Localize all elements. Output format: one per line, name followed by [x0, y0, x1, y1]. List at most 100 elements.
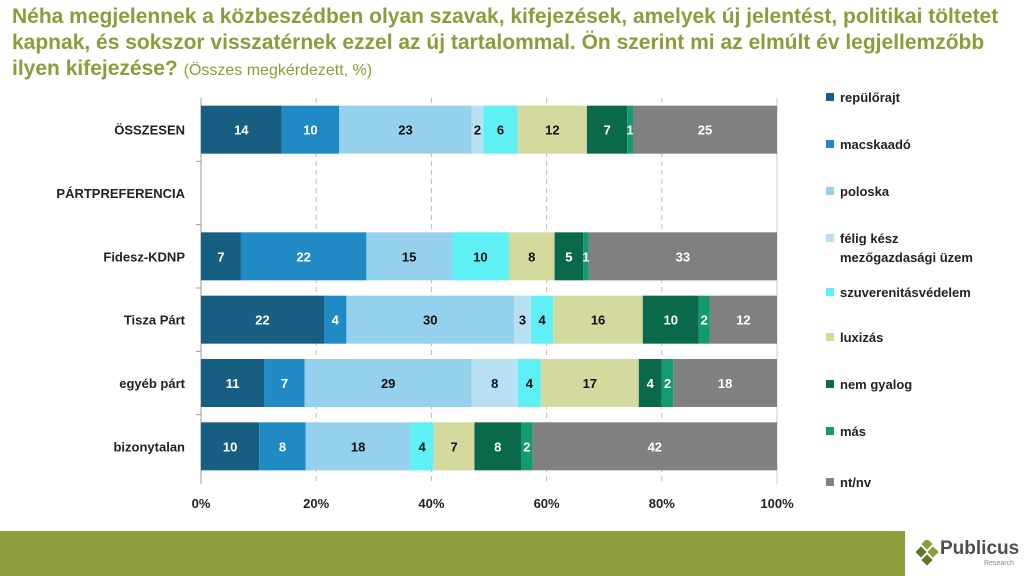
data-label: 2	[701, 313, 708, 328]
x-tick-label: 0%	[192, 496, 211, 511]
category-label: Tisza Párt	[124, 313, 186, 328]
bar-segment	[201, 359, 265, 407]
data-label: 12	[736, 313, 750, 328]
data-label: 22	[296, 249, 310, 264]
data-label: 4	[539, 313, 547, 328]
data-label: 2	[664, 376, 671, 391]
x-tick-label: 20%	[303, 496, 329, 511]
data-label: 4	[332, 313, 340, 328]
chart-title: Néha megjelennek a közbeszédben olyan sz…	[12, 5, 999, 80]
bar-segment	[508, 232, 555, 281]
bar-segment	[471, 359, 518, 407]
data-label: 6	[497, 123, 504, 138]
bar-segment	[553, 295, 643, 344]
bar-segment	[709, 295, 777, 344]
bar-segment	[471, 105, 484, 154]
data-label: 17	[583, 376, 597, 391]
legend-swatch	[826, 427, 834, 435]
bar-segment	[324, 295, 347, 344]
legend-swatch	[826, 333, 834, 341]
data-label: 16	[591, 313, 605, 328]
x-tick-label: 40%	[418, 496, 444, 511]
bar-segment	[474, 422, 521, 471]
data-label: 1	[582, 249, 589, 264]
legend-swatch	[826, 288, 834, 296]
bar-segment	[517, 105, 587, 154]
bar-segment	[673, 359, 777, 407]
category-label: ÖSSZESEN	[114, 123, 185, 138]
bar-segment	[540, 359, 639, 407]
data-label: 3	[519, 313, 526, 328]
data-label: 7	[281, 376, 288, 391]
data-label: 18	[718, 376, 732, 391]
bar-segment	[201, 232, 241, 281]
data-label: 7	[603, 123, 610, 138]
bar-segment	[201, 422, 260, 471]
bar-segment	[530, 295, 554, 344]
data-label: 23	[398, 123, 412, 138]
data-label: 42	[648, 439, 662, 454]
data-label: 33	[676, 249, 690, 264]
bar-segment	[259, 422, 306, 471]
bar-segment	[532, 422, 777, 471]
legend-label: luxizás	[840, 330, 884, 345]
bar-segment	[305, 422, 411, 471]
bar-segment	[661, 359, 674, 407]
legend-label: nt/nv	[840, 475, 872, 490]
data-label: 10	[473, 249, 487, 264]
legend-label: szuverenitásvédelem	[840, 285, 971, 300]
legend-label: félig kész mezőgazdasági üzem	[840, 231, 973, 265]
legend-swatch	[826, 234, 834, 242]
legend-swatch	[826, 380, 834, 388]
bar-segment	[514, 295, 531, 344]
bar-segment	[588, 232, 777, 281]
bar-segment	[638, 359, 662, 407]
data-label: 12	[545, 123, 559, 138]
legend-label: macskaadó	[840, 137, 911, 152]
legend-label: poloska	[840, 184, 890, 199]
category-label: egyéb párt	[119, 376, 185, 391]
legend-label: más	[840, 424, 867, 439]
category-label: PÁRTPREFERENCIA	[56, 186, 185, 201]
data-label: 10	[303, 123, 317, 138]
data-label: 2	[474, 123, 481, 138]
legend-swatch	[826, 93, 834, 101]
bar-segment	[586, 105, 628, 154]
bar-segment	[264, 359, 305, 407]
legend-label: nem gyalog	[840, 377, 913, 392]
data-label: 14	[234, 123, 249, 138]
data-label: 5	[565, 249, 572, 264]
x-tick-label: 60%	[534, 496, 560, 511]
bar-segment	[410, 422, 434, 471]
x-tick-label: 100%	[760, 496, 794, 511]
bar-segment	[517, 359, 541, 407]
bar-segment	[642, 295, 699, 344]
data-label: 18	[351, 439, 365, 454]
bar-segment	[698, 295, 710, 344]
bar-segment	[201, 105, 282, 154]
footer-band	[0, 531, 905, 576]
bar-segment	[433, 422, 475, 471]
data-label: 2	[523, 439, 530, 454]
legend-swatch	[826, 478, 834, 486]
data-label: 7	[217, 249, 224, 264]
legend-label: repülőrajt	[840, 90, 900, 105]
data-label: 22	[255, 313, 269, 328]
data-label: 29	[381, 376, 395, 391]
data-label: 7	[450, 439, 457, 454]
bar-segment	[554, 232, 584, 281]
data-label: 8	[528, 249, 535, 264]
data-label: 1	[627, 123, 634, 138]
data-label: 8	[491, 376, 498, 391]
data-label: 25	[698, 123, 712, 138]
chart-subtitle: (Összes megkérdezett, %)	[183, 62, 373, 79]
category-label: Fidesz-KDNP	[103, 249, 185, 264]
bar-segment	[521, 422, 533, 471]
data-label: 11	[226, 376, 240, 391]
bar-segment	[627, 105, 633, 154]
data-label: 15	[402, 249, 416, 264]
bar-segment	[346, 295, 515, 344]
bar-segment	[281, 105, 340, 154]
x-tick-label: 80%	[649, 496, 675, 511]
